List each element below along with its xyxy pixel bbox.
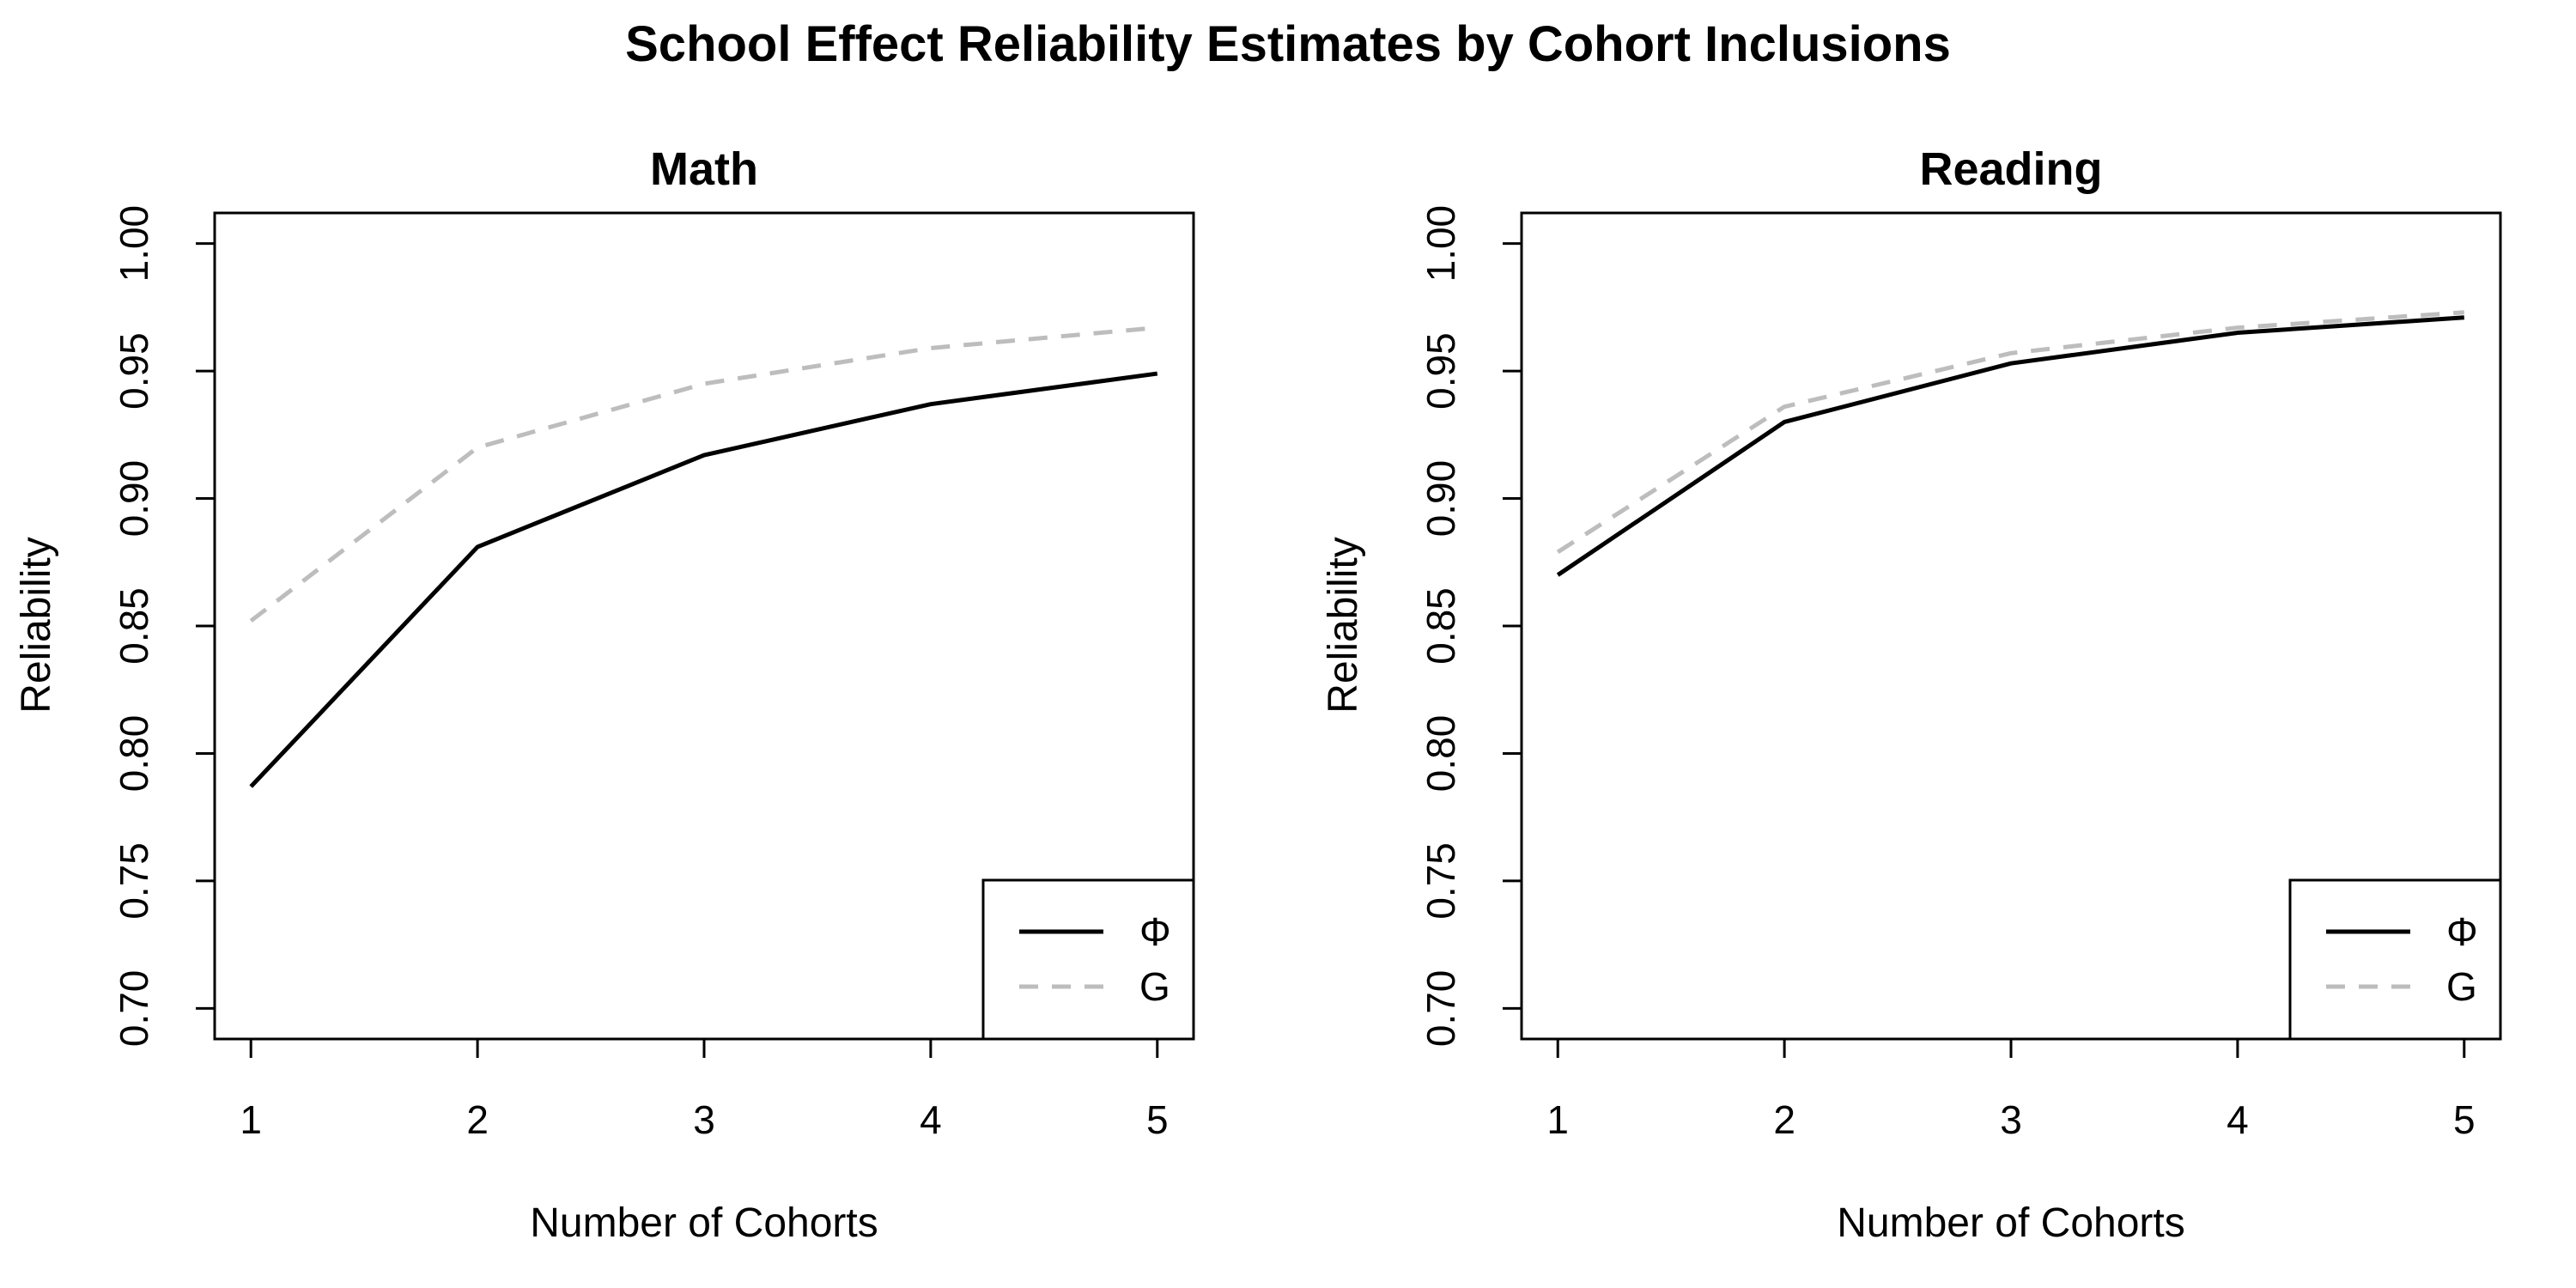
y-tick-label: 1.00: [112, 205, 156, 283]
x-tick-label: 2: [466, 1097, 489, 1142]
y-tick-label: 0.85: [1419, 587, 1463, 665]
y-tick-label: 0.85: [112, 587, 156, 665]
panel-1: Reading 1 2 3 4 5 0.70 0.75 0.80 0.85 0.90 0.95 1.00…: [1321, 143, 2502, 1246]
y-tick-label: 0.80: [1419, 715, 1463, 793]
legend-box: [981, 878, 1195, 1041]
panel-title: Math: [650, 143, 758, 195]
panel-0: Math 1 2 3 4 5 0.70 0.75 0.80 0.85 0.90 0.95 1.00 Num…: [14, 143, 1195, 1246]
y-tick-label: 0.90: [112, 460, 156, 538]
legend-label: G: [1139, 964, 1170, 1009]
legend-label: Φ: [2446, 909, 2478, 954]
legend-label: Φ: [1139, 909, 1171, 954]
series-line-g: [249, 325, 1158, 623]
chart-title: School Effect Reliability Estimates by C…: [625, 16, 1951, 72]
legend-label: G: [2446, 964, 2477, 1009]
x-tick-label: 1: [1546, 1097, 1569, 1142]
x-tick-label: 1: [240, 1097, 262, 1142]
y-tick-label: 0.75: [112, 842, 156, 920]
y-tick-label: 0.90: [1419, 460, 1463, 538]
x-tick-label: 5: [2453, 1097, 2476, 1142]
x-tick-label: 3: [2000, 1097, 2022, 1142]
x-tick-label: 4: [2227, 1097, 2249, 1142]
y-axis-title: Reliability: [1321, 537, 1366, 713]
series-line-phi: [1556, 315, 2464, 577]
y-tick-label: 1.00: [1419, 205, 1463, 283]
series-line-g: [1556, 310, 2464, 554]
y-tick-label: 0.95: [1419, 332, 1463, 410]
y-tick-label: 0.70: [112, 970, 156, 1048]
y-axis-title: Reliability: [14, 537, 59, 713]
x-tick-label: 4: [920, 1097, 942, 1142]
legend-box: [2288, 878, 2502, 1041]
y-tick-label: 0.95: [112, 332, 156, 410]
x-axis-title: Number of Cohorts: [1837, 1200, 2185, 1246]
x-axis-title: Number of Cohorts: [530, 1200, 878, 1246]
series-line-phi: [249, 371, 1158, 788]
x-tick-label: 5: [1146, 1097, 1169, 1142]
y-tick-label: 0.80: [112, 715, 156, 793]
panel-title: Reading: [1919, 143, 2102, 195]
y-tick-label: 0.70: [1419, 970, 1463, 1048]
x-tick-label: 3: [693, 1097, 715, 1142]
y-tick-label: 0.75: [1419, 842, 1463, 920]
x-tick-label: 2: [1773, 1097, 1795, 1142]
